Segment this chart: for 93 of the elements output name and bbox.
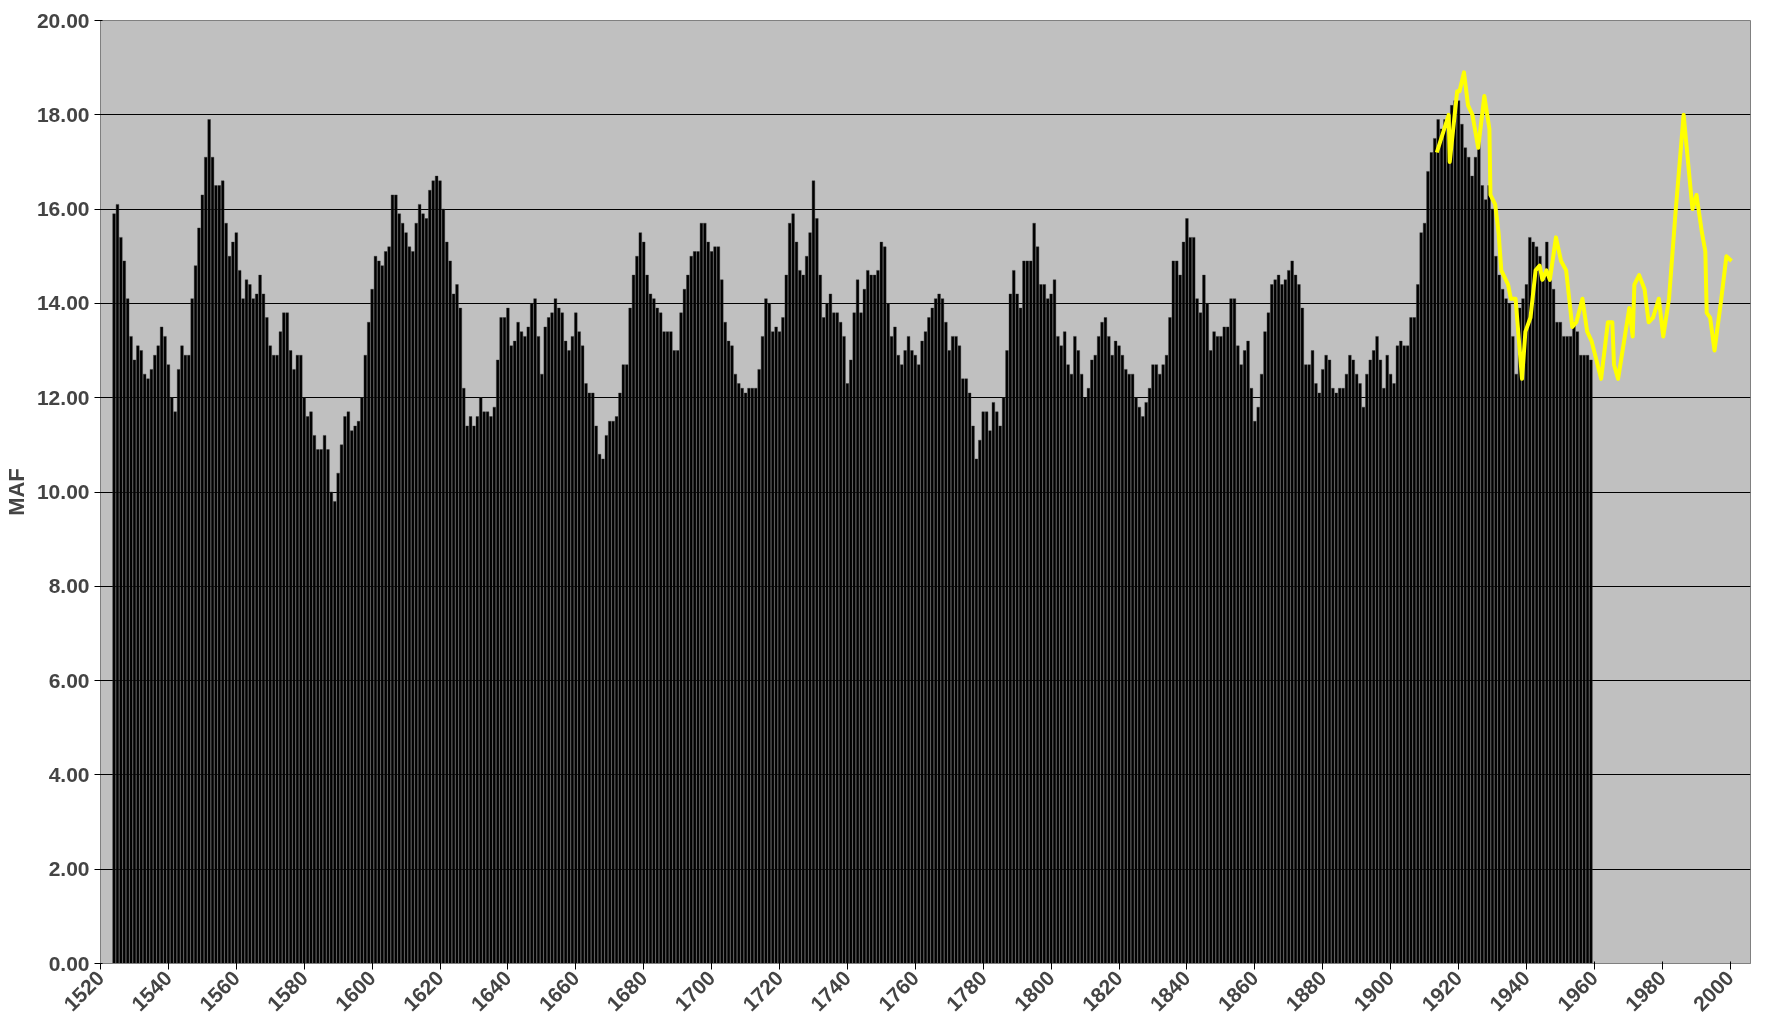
bar [1399,340,1403,964]
bar [1212,331,1216,964]
bar [1103,317,1107,964]
y-tick-label: 12.00 [36,385,90,409]
bar [693,251,697,964]
y-tick-label: 10.00 [36,480,90,503]
bar [873,274,877,964]
bar [309,411,313,964]
bar [835,312,839,964]
bar [991,402,995,964]
bar [1348,355,1352,964]
bar [485,411,490,964]
bar [608,421,612,964]
bar [180,345,184,964]
bar [346,411,350,964]
bar [716,246,720,964]
bar [665,331,670,964]
bar [323,435,327,964]
bar [669,331,673,964]
bar [1351,359,1355,964]
bar [1154,364,1158,964]
bar [747,388,751,964]
y-tick-label: 2.00 [48,857,90,881]
bar [1246,340,1250,964]
bar [1487,185,1491,964]
bar [1032,223,1036,964]
y-tick-label: 18.00 [36,102,90,126]
y-tick-label: 16.00 [36,197,90,221]
y-tick-label: 14.00 [36,291,90,315]
bar [160,326,164,964]
bar [1585,355,1590,964]
y-tick-label: 20.00 [36,8,90,32]
bar [791,213,795,964]
bar [282,312,286,964]
bar [1375,336,1379,964]
bar [893,326,897,964]
bar [1290,260,1294,964]
y-tick-label: 0.00 [48,951,90,975]
bar [499,317,503,964]
bar [207,119,211,964]
bar [1222,326,1226,964]
line-series [1434,70,1734,381]
bar [1175,260,1179,964]
bar [906,336,911,964]
bar [1409,317,1413,964]
bar [937,293,941,964]
bar [136,345,140,964]
bar [1565,336,1569,964]
bar [866,270,870,964]
bar [285,312,289,964]
bar [1277,274,1281,964]
bar [299,355,303,964]
bar [1063,331,1067,964]
bar [1131,373,1135,964]
bar [879,241,883,964]
bar [1114,340,1118,964]
bar [1582,355,1586,964]
bar [703,223,707,964]
bar [699,223,703,964]
bar [435,175,439,964]
bar [295,355,299,964]
bar [964,378,968,964]
bar [469,416,473,964]
y-tick-label: 6.00 [48,668,90,692]
bar [1025,260,1029,964]
bar [621,364,625,964]
bar [1545,241,1549,964]
bar [1327,359,1332,964]
bar [1558,322,1562,964]
bar [258,274,262,964]
bar [951,336,955,964]
y-axis-title: MAF [3,468,29,516]
bar [1443,119,1447,964]
bar [750,388,754,964]
bar [244,279,249,964]
bar [1310,350,1315,964]
bar [353,425,357,964]
bar [516,322,520,964]
bar [1192,237,1196,964]
bar [377,260,381,964]
bar [1531,241,1535,964]
bar [1073,336,1077,964]
bar [1436,119,1440,964]
bar [744,392,748,964]
bar [1334,392,1338,964]
y-tick-label: 8.00 [48,574,90,598]
bar [1127,373,1131,964]
y-tick-label: 4.00 [48,762,90,786]
bar [1012,270,1016,964]
bar [869,274,873,964]
bar [1338,388,1342,964]
bar [1042,284,1046,964]
bar [1090,359,1094,964]
